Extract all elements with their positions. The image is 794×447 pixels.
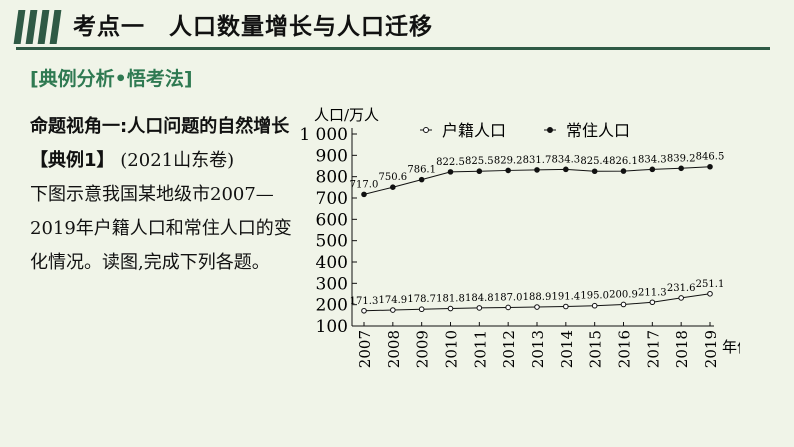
data-label: 826.1 xyxy=(609,156,638,167)
question-text-block: 命题视角一:人口问题的自然增长 【典例1】 (2021山东卷) 下图示意我国某地… xyxy=(30,110,305,280)
y-tick-label: 400 xyxy=(316,253,348,273)
section-tag: [典例分析•悟考法] xyxy=(30,68,193,90)
data-label: 195.0 xyxy=(580,291,609,302)
x-tick-label: 2009 xyxy=(414,330,432,368)
data-point xyxy=(505,304,511,311)
data-point xyxy=(390,184,396,191)
header-stripes-icon xyxy=(13,10,62,44)
data-point xyxy=(591,302,598,309)
data-label: 231.6 xyxy=(667,283,696,294)
data-point xyxy=(505,167,511,174)
example-source: (2021山东卷) xyxy=(120,150,235,171)
data-point xyxy=(678,165,684,172)
data-point xyxy=(707,163,713,170)
perspective-heading: 命题视角一:人口问题的自然增长 xyxy=(30,116,290,137)
y-axis-label: 人口/万人 xyxy=(314,106,379,124)
data-label: 829.2 xyxy=(494,155,523,166)
data-label: 184.8 xyxy=(465,293,494,304)
y-tick-label: 900 xyxy=(316,146,348,166)
data-point xyxy=(361,307,367,314)
data-label: 846.5 xyxy=(696,152,725,163)
data-point xyxy=(361,191,367,198)
header-bar: 考点一 人口数量增长与人口迁移 xyxy=(13,10,433,44)
data-point xyxy=(649,166,656,173)
data-label: 831.7 xyxy=(523,155,552,166)
y-tick-label: 700 xyxy=(316,189,348,209)
y-tick-label: 600 xyxy=(316,210,348,230)
x-tick-label: 2019 xyxy=(702,330,720,368)
data-label: 181.8 xyxy=(436,294,465,305)
x-tick-label: 2015 xyxy=(587,330,605,368)
x-tick-label: 2018 xyxy=(673,330,691,368)
data-label: 825.5 xyxy=(465,156,494,167)
data-point xyxy=(563,303,569,310)
data-point xyxy=(620,301,627,308)
x-tick-label: 2013 xyxy=(529,330,547,368)
x-tick-label: 2011 xyxy=(471,330,489,368)
x-tick-label: 2010 xyxy=(443,330,461,368)
data-point xyxy=(563,166,569,173)
legend-marker xyxy=(547,127,553,133)
legend-marker xyxy=(423,127,429,133)
data-label: 178.7 xyxy=(407,294,436,305)
y-tick-label: 200 xyxy=(316,296,348,316)
page-title: 考点一 人口数量增长与人口迁移 xyxy=(73,14,433,40)
data-point xyxy=(447,305,454,312)
data-label: 839.2 xyxy=(667,153,696,164)
x-tick-label: 2016 xyxy=(616,330,634,368)
example-line: 【典例1】 (2021山东卷) xyxy=(30,144,305,178)
data-label: 188.9 xyxy=(523,292,552,303)
data-point xyxy=(534,304,540,310)
x-axis-label: 年份 xyxy=(722,338,740,356)
header-divider xyxy=(16,47,770,50)
data-label: 200.9 xyxy=(609,289,638,300)
data-label: 825.4 xyxy=(580,156,609,167)
data-label: 211.3 xyxy=(638,287,667,298)
x-tick-label: 2017 xyxy=(644,330,662,368)
data-point xyxy=(534,167,540,173)
data-label: 822.5 xyxy=(436,157,465,168)
data-point xyxy=(476,168,483,175)
y-tick-label: 100 xyxy=(316,317,348,337)
x-tick-label: 2014 xyxy=(558,330,576,368)
data-point xyxy=(649,299,656,306)
y-tick-label: 800 xyxy=(316,168,348,188)
data-label: 750.6 xyxy=(379,172,408,183)
data-label: 834.3 xyxy=(638,154,667,165)
data-label: 834.3 xyxy=(552,154,581,165)
data-point xyxy=(418,176,425,183)
data-point xyxy=(476,305,483,311)
data-label: 717.0 xyxy=(350,179,379,190)
data-label: 174.9 xyxy=(379,295,408,306)
question-text: 下图示意我国某地级市2007—2019年户籍人口和常住人口的变化情况。读图,完成… xyxy=(30,184,292,273)
data-label: 251.1 xyxy=(696,279,725,290)
data-point xyxy=(678,295,684,301)
data-point xyxy=(620,168,627,174)
y-tick-label: 500 xyxy=(316,232,348,252)
data-point xyxy=(707,290,713,297)
data-label: 191.4 xyxy=(552,292,581,303)
data-point xyxy=(447,169,454,175)
x-tick-label: 2008 xyxy=(385,330,403,368)
example-label: 【典例1】 xyxy=(30,150,115,171)
x-tick-label: 2007 xyxy=(356,330,374,368)
legend-label: 户籍人口 xyxy=(442,121,506,140)
data-label: 786.1 xyxy=(407,165,436,176)
data-label: 187.0 xyxy=(494,292,523,303)
data-label: 171.3 xyxy=(350,296,379,307)
y-tick-label: 300 xyxy=(316,274,348,294)
data-point xyxy=(418,306,425,313)
data-point xyxy=(390,307,396,313)
data-point xyxy=(591,168,598,175)
y-tick-label: 1 000 xyxy=(300,125,348,145)
legend-label: 常住人口 xyxy=(566,121,630,140)
x-tick-label: 2012 xyxy=(500,330,518,368)
